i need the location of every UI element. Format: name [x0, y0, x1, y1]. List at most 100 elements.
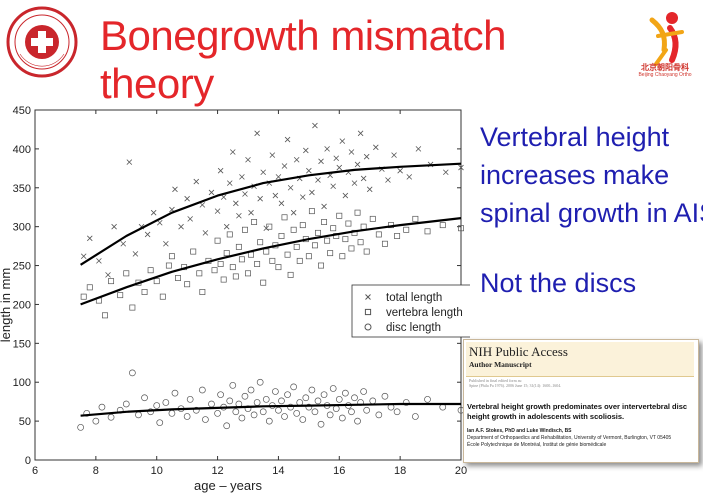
logo-caption: 北京朝阳骨科: [641, 63, 689, 72]
disc-length-point: [153, 402, 161, 409]
x-stroke: [163, 240, 169, 247]
disc-length-point: [107, 413, 115, 421]
x-stroke: [342, 192, 349, 199]
vertebra-length-point: [123, 270, 130, 277]
x-stroke: [315, 177, 321, 183]
total-length-point: [299, 194, 306, 200]
explanation-text: Vertebral height increases make spinal g…: [480, 118, 703, 232]
x-tick-label: 20: [455, 465, 467, 477]
disc-length-point: [199, 386, 206, 394]
x-stroke: [287, 184, 294, 191]
vertebra-length-point: [266, 223, 273, 230]
total-length-point: [284, 136, 291, 143]
x-stroke: [366, 186, 373, 193]
disc-length-point: [259, 408, 267, 416]
x-stroke: [363, 153, 370, 160]
vertebra-length-point: [141, 289, 148, 295]
disc-length-point: [348, 408, 355, 416]
total-length-point: [406, 174, 413, 180]
x-tick-label: 6: [32, 465, 38, 477]
x-stroke: [233, 200, 239, 207]
x-stroke: [336, 164, 343, 171]
total-length-point: [315, 177, 321, 183]
total-length-point: [330, 183, 336, 190]
vertebra-length-point: [339, 253, 346, 260]
y-tick-label: 400: [13, 144, 31, 156]
vertebra-length-point: [269, 257, 276, 264]
x-stroke: [354, 161, 361, 168]
total-length-point: [303, 147, 309, 154]
vertebra-length-point: [80, 293, 87, 300]
total-length-point: [193, 178, 200, 185]
vertebra-length-point: [357, 239, 364, 246]
x-stroke: [120, 240, 127, 247]
disc-length-point: [354, 417, 361, 425]
disc-length-point: [338, 414, 346, 422]
total-length-point: [321, 203, 327, 210]
legend-label: vertebra length: [386, 307, 463, 319]
vertebra-length-point: [220, 276, 227, 283]
x-stroke: [150, 209, 157, 216]
y-tick-label: 250: [13, 261, 31, 273]
vertebra-length-point: [363, 248, 370, 255]
x-stroke: [351, 180, 358, 186]
disc-length-point: [393, 408, 401, 416]
vertebra-length-point: [381, 240, 388, 247]
vertebra-length-point: [424, 228, 431, 235]
x-stroke: [144, 231, 151, 238]
disc-length-point: [412, 413, 419, 420]
x-stroke: [248, 209, 254, 216]
disc-length-point: [208, 400, 215, 408]
x-stroke: [230, 149, 236, 155]
disc-length-point: [223, 422, 231, 430]
vertebra-length-point: [305, 253, 312, 260]
total-length-point: [214, 208, 221, 214]
vertebra-length-point: [308, 208, 315, 215]
x-stroke: [111, 223, 117, 230]
x-stroke: [272, 192, 279, 199]
total-length-point: [178, 223, 184, 230]
x-stroke: [156, 219, 163, 226]
x-stroke: [321, 203, 327, 210]
x-stroke: [223, 223, 230, 230]
total-length-point: [163, 240, 169, 247]
total-length-point: [354, 161, 361, 168]
vertebra-length-point: [196, 270, 203, 277]
vertebra-length-point: [108, 278, 115, 285]
vertebra-length-point: [147, 267, 154, 274]
paper-header-title: NIH Public Access: [469, 344, 568, 359]
disc-length-point: [281, 413, 288, 420]
x-stroke: [348, 149, 355, 155]
paper-snippet[interactable]: NIH Public Access Author Manuscript Publ…: [463, 339, 699, 463]
plot-area: 6 8 10 12 14 16 18 2005010015020025030035040045…: [0, 105, 470, 493]
vertebra-length-point: [257, 239, 264, 246]
x-stroke: [385, 177, 391, 183]
legend-box: [351, 284, 470, 338]
x-stroke: [187, 216, 193, 222]
total-length-point: [293, 156, 300, 163]
x-stroke: [458, 164, 464, 171]
legend-marker: [365, 294, 371, 300]
x-stroke: [193, 178, 200, 185]
x-stroke: [242, 191, 248, 197]
total-length-point: [96, 258, 102, 264]
total-length-point: [86, 235, 93, 242]
total-length-fit-curve: [80, 162, 462, 266]
vertebra-length-point: [327, 250, 334, 257]
disc-length-point: [375, 411, 383, 419]
vertebra-length-point: [153, 278, 160, 285]
vertebra-length-point: [315, 229, 321, 236]
vertebra-length-point: [129, 304, 136, 311]
total-length-point: [126, 159, 133, 165]
total-length-point: [199, 202, 206, 208]
x-stroke: [309, 189, 315, 196]
x-stroke: [260, 169, 266, 176]
x-stroke: [236, 212, 242, 219]
vertebra-length-point: [235, 243, 242, 250]
vertebra-length-point: [229, 264, 236, 271]
x-stroke: [184, 195, 190, 202]
legend-marker: [364, 323, 372, 331]
total-length-point: [111, 223, 117, 230]
y-tick-label: 150: [13, 338, 31, 350]
logo-subcaption: Beijing Chaoyang Ortho: [638, 72, 692, 78]
